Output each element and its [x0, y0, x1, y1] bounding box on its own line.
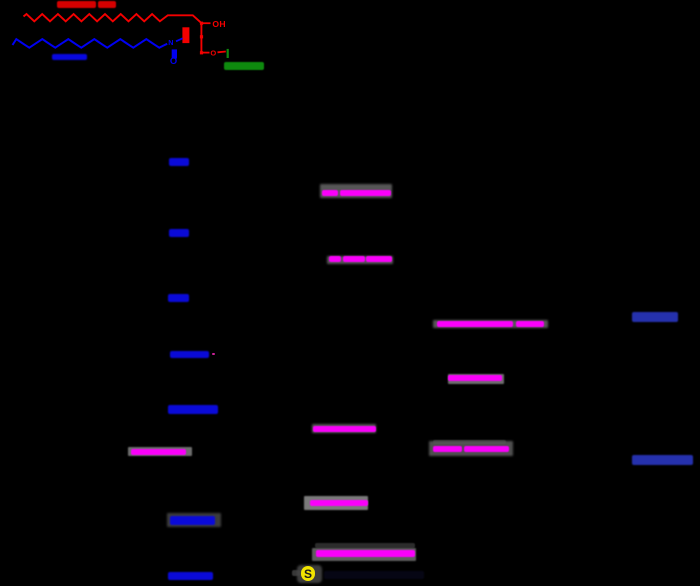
- svg-text:O: O: [210, 49, 216, 58]
- svg-text:N: N: [168, 38, 173, 47]
- svg-text:OH: OH: [212, 19, 226, 29]
- svg-text:O: O: [170, 55, 177, 66]
